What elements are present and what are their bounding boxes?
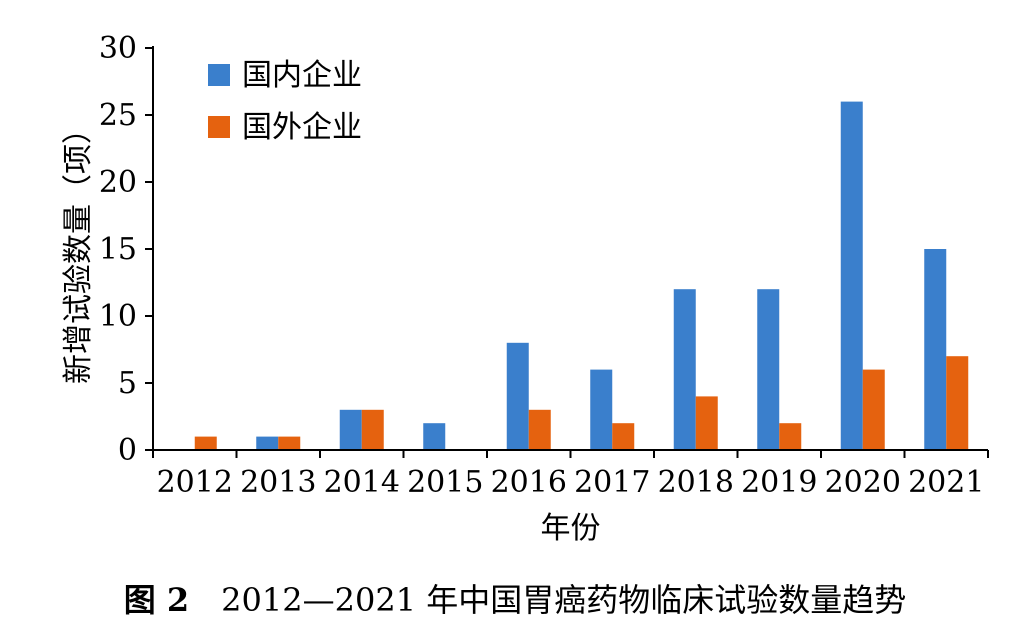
bar-foreign-2013 <box>278 436 301 450</box>
bar-foreign-2014 <box>361 409 384 450</box>
y-tick-label-0: 0 <box>118 433 137 468</box>
axes-group: 0 5 10 15 20 25 30 2012 2013 2014 2015 2016 2017 2018… <box>61 31 989 546</box>
x-tick-label-2014: 2014 <box>324 465 400 500</box>
x-tick-label-2017: 2017 <box>574 465 650 500</box>
y-axis-title: 新增试验数量（项） <box>61 114 96 384</box>
x-tick-label-2015: 2015 <box>407 465 483 500</box>
bar-domestic-2021 <box>924 249 947 450</box>
x-tick-label-2021: 2021 <box>908 465 984 500</box>
bar-foreign-2020 <box>862 369 885 450</box>
x-tick-label-2019: 2019 <box>741 465 817 500</box>
y-tick-label-25: 25 <box>99 98 137 133</box>
bar-foreign-2019 <box>779 423 802 450</box>
x-tick-label-2016: 2016 <box>491 465 567 500</box>
y-tick-label-15: 15 <box>99 232 137 267</box>
bar-domestic-2018 <box>673 289 696 450</box>
y-tick-label-20: 20 <box>99 165 137 200</box>
bar-domestic-2014 <box>339 409 362 450</box>
bar-domestic-2017 <box>590 369 613 450</box>
bar-foreign-2017 <box>612 423 635 450</box>
bar-chart: 0 5 10 15 20 25 30 2012 2013 2014 2015 2016 2017 2018… <box>61 31 989 546</box>
y-tick-label-10: 10 <box>99 299 137 334</box>
y-tick-label-5: 5 <box>118 366 137 401</box>
bars-group <box>194 101 969 450</box>
x-tick-label-2020: 2020 <box>825 465 901 500</box>
legend-label-foreign: 国外企业 <box>242 110 362 145</box>
x-axis-title: 年份 <box>541 511 601 546</box>
bar-foreign-2018 <box>695 396 718 450</box>
bar-domestic-2016 <box>506 342 529 450</box>
bar-domestic-2020 <box>840 101 863 450</box>
figure-caption-text: 2012—2021 年中国胃癌药物临床试验数量趋势 <box>221 581 907 619</box>
bar-domestic-2015 <box>423 423 446 450</box>
x-tick-label-2018: 2018 <box>658 465 734 500</box>
bar-foreign-2012 <box>194 436 217 450</box>
legend-swatch-domestic <box>208 64 230 86</box>
bar-foreign-2021 <box>946 356 969 450</box>
figure-caption: 图 2 2012—2021 年中国胃癌药物临床试验数量趋势 <box>0 570 1030 626</box>
figure-label: 图 2 <box>123 581 190 619</box>
bar-domestic-2019 <box>757 289 780 450</box>
legend-swatch-foreign <box>208 116 230 138</box>
bar-foreign-2016 <box>528 409 551 450</box>
chart: 0 5 10 15 20 25 30 2012 2013 2014 2015 2016 2017 2018… <box>61 31 989 546</box>
y-tick-label-30: 30 <box>99 31 137 66</box>
legend-label-domestic: 国内企业 <box>242 58 362 93</box>
bar-domestic-2013 <box>256 436 279 450</box>
x-tick-label-2012: 2012 <box>157 465 233 500</box>
x-tick-label-2013: 2013 <box>240 465 316 500</box>
